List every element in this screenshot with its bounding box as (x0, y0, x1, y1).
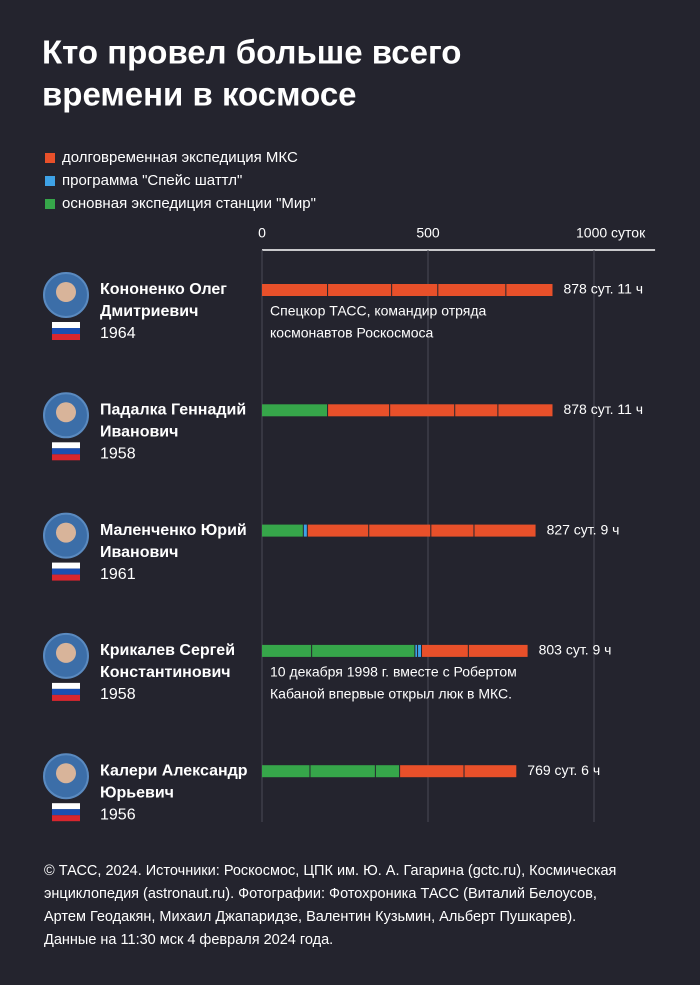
flag-stripe (52, 328, 80, 334)
legend-swatch (45, 153, 55, 163)
note: Кабаной впервые открыл люк в МКС. (270, 686, 512, 702)
bar-segment (390, 404, 455, 417)
bar-segment (431, 524, 474, 537)
flag-stripe (52, 322, 80, 328)
bar-segment (464, 765, 517, 778)
bar-segment (369, 524, 431, 537)
flag-stripe (52, 574, 80, 581)
x-tick-label: 500 (416, 225, 440, 241)
bar-segment (468, 644, 528, 657)
photo-face (56, 282, 76, 302)
bar-segment (262, 644, 312, 657)
legend-label: программа "Спейс шаттл" (62, 172, 242, 189)
flag-stripe (52, 809, 80, 816)
flag-stripe (52, 442, 80, 449)
bar-segment (262, 284, 328, 296)
x-tick-label: 0 (258, 225, 266, 241)
legend-swatch (45, 176, 55, 186)
person-year: 1958 (100, 686, 136, 703)
total-label: 827 сут. 9 ч (547, 521, 620, 537)
bar-segment (328, 284, 392, 296)
bar-segment (400, 765, 464, 778)
person-name: Падалка Геннадий (100, 402, 246, 419)
person-year: 1961 (100, 566, 136, 583)
person-year: 1956 (100, 806, 136, 823)
total-label: 769 сут. 6 ч (527, 762, 600, 778)
total-label: 878 сут. 11 ч (563, 401, 643, 417)
bar-segment (392, 284, 438, 296)
footer: Данные на 11:30 мск 4 февраля 2024 года. (44, 932, 333, 948)
bar-segment (312, 644, 415, 657)
person-name: Кононенко Олег (100, 281, 227, 298)
person-name: Константинович (100, 664, 231, 681)
title: Кто провел больше всего (42, 34, 461, 71)
photo-face (56, 763, 76, 784)
bar-segment (303, 524, 307, 537)
person-name: Иванович (100, 424, 178, 441)
bar-segment (498, 404, 553, 417)
person-year: 1958 (100, 446, 136, 463)
bar-segment (422, 644, 468, 657)
bar-segment (307, 524, 369, 537)
flag-stripe (52, 682, 80, 689)
bar-segment (415, 644, 418, 657)
flag-stripe (52, 803, 80, 810)
bar-segment (262, 404, 328, 417)
person-name: Иванович (100, 544, 178, 561)
photo-face (56, 642, 76, 663)
bar-segment (418, 644, 422, 657)
flag-stripe (52, 448, 80, 455)
note: Спецкор ТАСС, командир отряда (270, 303, 487, 319)
person-name: Маленченко Юрий (100, 522, 247, 539)
legend-label: основная экспедиция станции "Мир" (62, 195, 316, 212)
person-name: Юрьевич (100, 784, 174, 801)
flag-stripe (52, 694, 80, 701)
flag-stripe (52, 562, 80, 569)
footer: Артем Геодакян, Михаил Джапаридзе, Вален… (44, 909, 576, 925)
flag-stripe (52, 568, 80, 575)
footer: энциклопедия (astronaut.ru). Фотографии:… (44, 886, 597, 902)
flag-stripe (52, 454, 80, 461)
bar-segment (310, 765, 375, 778)
note: 10 декабря 1998 г. вместе с Робертом (270, 664, 517, 680)
bar-segment (375, 765, 400, 778)
total-label: 803 сут. 9 ч (539, 642, 612, 658)
bar-segment (262, 765, 310, 778)
photo-face (56, 522, 76, 543)
bar-segment (438, 284, 506, 296)
note: космонавтов Роскосмоса (270, 325, 433, 341)
title: времени в космосе (42, 76, 357, 113)
person-name: Дмитриевич (100, 303, 198, 320)
bar-segment (474, 524, 536, 537)
bar-segment (455, 404, 498, 417)
person-year: 1964 (100, 325, 136, 342)
bar-segment (506, 284, 553, 296)
legend-label: долговременная экспедиция МКС (62, 149, 298, 166)
person-name: Крикалев Сергей (100, 642, 235, 659)
flag-stripe (52, 334, 80, 340)
x-tick-label: 1000 суток (576, 225, 646, 241)
photo-face (56, 402, 76, 423)
footer: © ТАСС, 2024. Источники: Роскосмос, ЦПК … (44, 863, 616, 879)
flag-stripe (52, 815, 80, 822)
legend-swatch (45, 199, 55, 209)
total-label: 878 сут. 11 ч (563, 281, 643, 297)
bar-segment (262, 524, 303, 537)
bar-segment (328, 404, 390, 417)
flag-stripe (52, 688, 80, 695)
person-name: Калери Александр (100, 762, 248, 779)
